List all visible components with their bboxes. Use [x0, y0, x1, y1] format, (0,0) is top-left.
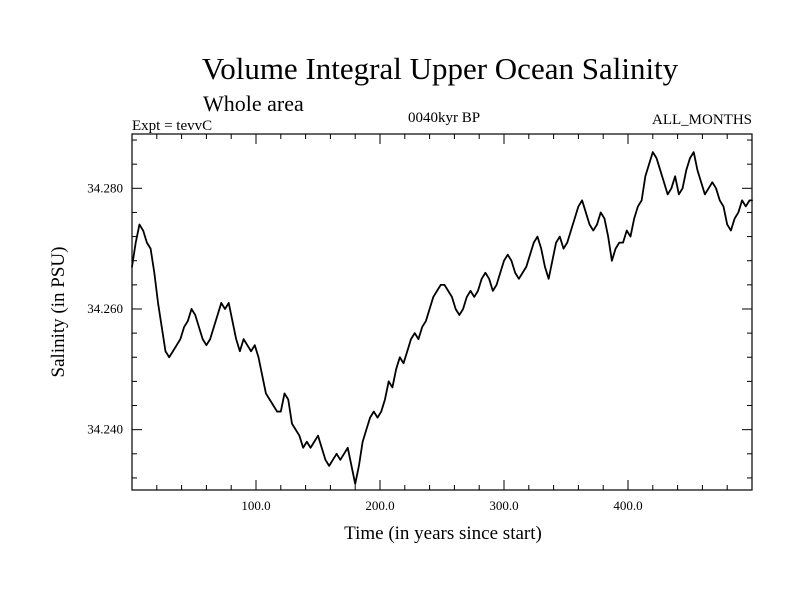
y-axis-label: Salinity (in PSU)	[48, 247, 69, 378]
period-label: 0040kyr BP	[408, 110, 480, 126]
x-tick-label: 200.0	[365, 498, 394, 513]
x-tick-label: 300.0	[489, 498, 518, 513]
x-axis-tick-labels: 100.0 200.0 300.0 400.0	[241, 498, 642, 513]
x-tick-label: 100.0	[241, 498, 270, 513]
x-axis-ticks	[156, 134, 728, 490]
x-tick-label: 400.0	[613, 498, 642, 513]
y-tick-label: 34.260	[87, 301, 123, 316]
months-label: ALL_MONTHS	[652, 112, 752, 128]
plot-frame	[131, 133, 753, 491]
y-axis-tick-labels: 34.240 34.260 34.280	[87, 180, 123, 436]
y-axis-ticks	[132, 139, 752, 479]
chart-subtitle: Whole area	[203, 91, 304, 116]
y-tick-label: 34.280	[87, 180, 123, 195]
experiment-label: Expt = tevvC	[132, 118, 212, 134]
y-tick-label: 34.240	[87, 422, 123, 437]
series-line-salinity	[131, 151, 753, 485]
x-axis-label: Time (in years since start)	[344, 523, 542, 544]
chart-title: Volume Integral Upper Ocean Salinity	[202, 51, 679, 86]
